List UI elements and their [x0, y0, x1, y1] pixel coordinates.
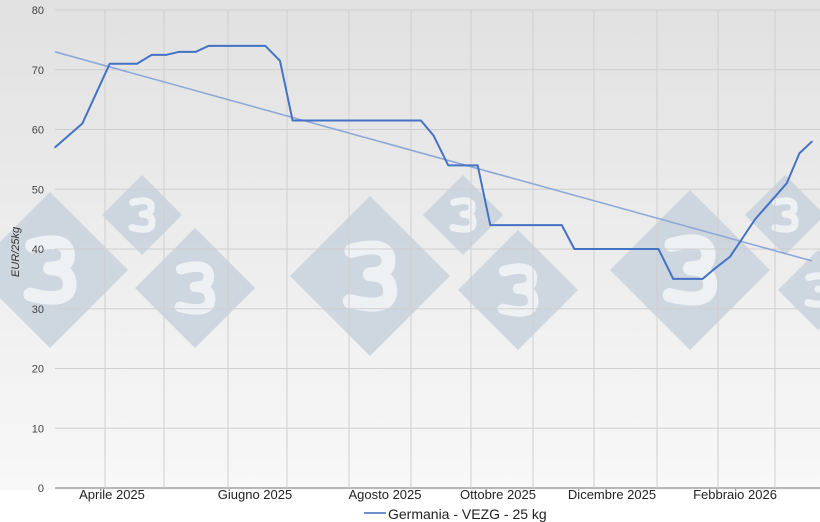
- y-tick-label: 50: [32, 184, 44, 196]
- x-axis-ticks: Aprile 2025 Giugno 2025 Agosto 2025 Ottobre…: [79, 487, 777, 502]
- watermark-digit-three-icon: [771, 197, 799, 233]
- watermark-digit-three-icon: [174, 261, 216, 315]
- x-tick-label: Aprile 2025: [79, 487, 145, 502]
- watermark-logo: [102, 175, 182, 255]
- y-tick-label: 40: [32, 244, 44, 256]
- watermark-logo: [745, 175, 820, 255]
- data-point: [165, 54, 168, 56]
- watermark-digit-three-icon: [342, 240, 398, 312]
- data-point: [560, 224, 563, 226]
- data-point: [432, 134, 435, 137]
- data-point: [108, 62, 111, 65]
- trendline: [54, 51, 813, 262]
- x-tick-label: Febbraio 2026: [693, 487, 777, 502]
- data-point: [729, 255, 731, 258]
- data-point: [712, 269, 714, 271]
- data-point: [798, 152, 801, 155]
- watermark-digit-three-icon: [804, 272, 820, 308]
- watermark-digit-three-icon: [662, 234, 718, 306]
- data-point: [420, 119, 422, 122]
- x-tick-label: Giugno 2025: [218, 487, 292, 502]
- data-point: [489, 224, 492, 226]
- gridlines: [55, 9, 820, 489]
- watermark-logo: [135, 228, 255, 348]
- y-tick-label: 60: [32, 125, 44, 137]
- data-point: [150, 54, 153, 56]
- x-tick-label: Dicembre 2025: [568, 487, 656, 502]
- data-point: [207, 45, 210, 47]
- data-point: [785, 182, 788, 185]
- y-tick-label: 70: [32, 65, 44, 77]
- data-point: [672, 278, 675, 280]
- watermark-digit-three-icon: [497, 263, 539, 317]
- data-point: [291, 119, 294, 122]
- legend: Germania - VEZG - 25 kg: [364, 506, 547, 522]
- data-point: [657, 248, 660, 250]
- data-point: [136, 62, 138, 65]
- series-line-germania: [54, 44, 813, 280]
- y-axis-label: EUR/25kg: [10, 226, 22, 277]
- data-point: [754, 218, 757, 220]
- y-tick-label: 30: [32, 304, 44, 316]
- watermark-logo: [0, 192, 128, 348]
- data-point: [573, 248, 576, 250]
- data-point: [264, 45, 267, 47]
- watermark-digit-three-icon: [23, 235, 77, 305]
- data-point: [701, 278, 704, 280]
- x-tick-label: Ottobre 2025: [460, 487, 536, 502]
- data-point: [447, 164, 450, 167]
- data-point: [195, 51, 197, 53]
- y-tick-label: 80: [32, 5, 44, 17]
- data-point: [279, 59, 281, 62]
- watermark-logo: [610, 190, 770, 350]
- data-point: [81, 122, 84, 125]
- x-tick-label: Agosto 2025: [348, 487, 421, 502]
- legend-label: Germania - VEZG - 25 kg: [388, 506, 547, 522]
- y-tick-label: 20: [32, 364, 44, 376]
- data-point: [178, 51, 180, 53]
- watermark-logo: [458, 230, 578, 350]
- series-layer: [54, 44, 813, 280]
- data-point: [54, 146, 56, 149]
- watermark-logo: [778, 250, 820, 330]
- data-point: [476, 164, 479, 167]
- y-tick-label: 10: [32, 423, 44, 435]
- watermark-digit-three-icon: [128, 197, 156, 233]
- y-tick-label: 0: [38, 483, 44, 495]
- data-point: [811, 140, 813, 143]
- watermark-logo: [290, 196, 450, 356]
- y-axis-ticks: 0 10 20 30 40 50 60 70 80: [32, 5, 44, 495]
